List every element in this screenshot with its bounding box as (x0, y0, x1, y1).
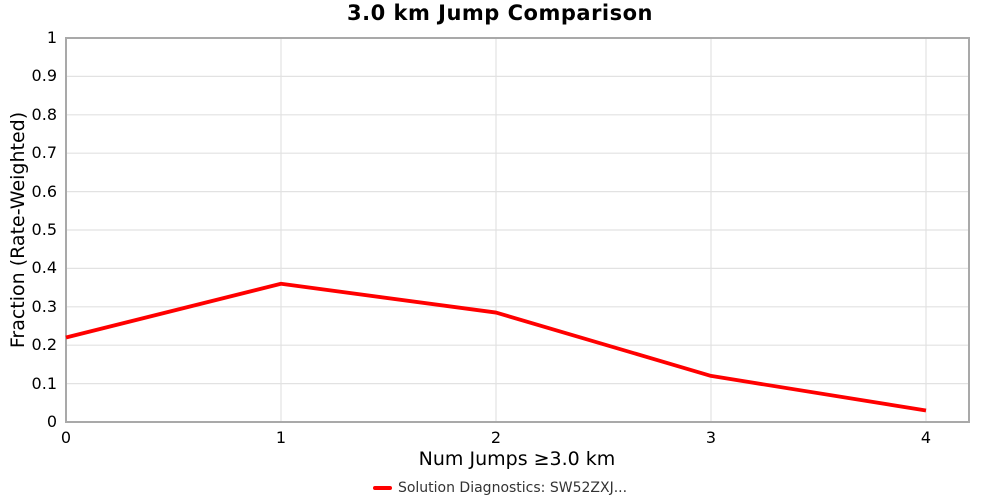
legend-label: Solution Diagnostics: SW52ZXJ... (397, 480, 628, 496)
y-tick-label: 0.7 (31, 143, 57, 163)
x-tick-label: 1 (275, 428, 287, 447)
y-tick-label: 0.6 (31, 181, 57, 201)
gridlines (66, 38, 969, 422)
y-tick-label: 0.3 (31, 296, 57, 316)
legend-line-swatch (372, 486, 392, 490)
series-line (65, 281, 927, 413)
y-tick-label: 0.5 (31, 220, 57, 239)
y-axis-label: Fraction (Rate-Weighted) (7, 111, 29, 349)
x-axis-label: Num Jumps ≥3.0 km (418, 448, 616, 470)
x-tick-label: 3 (705, 428, 717, 447)
y-tick-label: 0.2 (31, 335, 57, 355)
y-tick-label: 0.1 (31, 373, 57, 393)
y-tick-label: 0.9 (31, 66, 57, 86)
x-tick-label: 2 (490, 428, 502, 447)
y-tick-label: 0.4 (31, 258, 57, 278)
y-tick-label: 1 (46, 28, 57, 47)
x-tick-label: 0 (60, 428, 72, 447)
chart-title: 3.0 km Jump Comparison (346, 1, 653, 25)
plot-frame (65, 37, 970, 423)
y-tick-label: 0.8 (31, 104, 57, 124)
y-tick-label: 0 (46, 412, 57, 431)
x-tick-label: 4 (920, 428, 932, 447)
legend[interactable]: Solution Diagnostics: SW52ZXJ... (0, 478, 1000, 498)
